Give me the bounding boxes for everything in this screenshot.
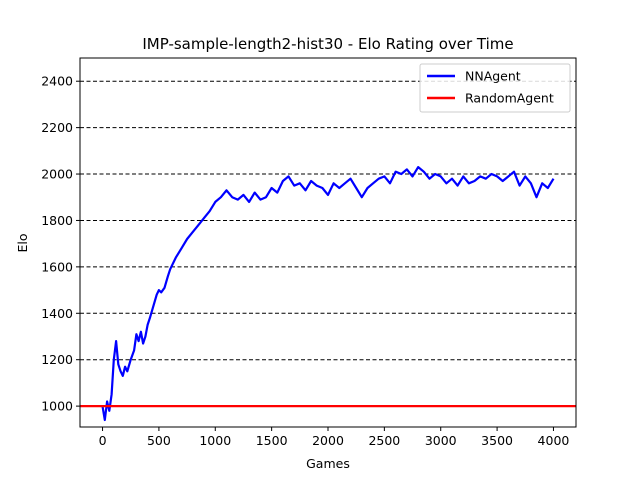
x-axis-label: Games [306, 456, 350, 471]
x-tick-label: 3500 [481, 433, 513, 448]
x-axis: 0 500 1000 1500 2000 2500 3000 3500 4000 [99, 427, 570, 448]
x-tick-label: 0 [99, 433, 107, 448]
x-tick-label: 3000 [425, 433, 457, 448]
legend: NNAgent RandomAgent [419, 63, 571, 113]
y-tick-label: 1400 [41, 306, 73, 321]
x-tick-label: 2000 [312, 433, 344, 448]
y-axis-label: Elo [15, 233, 30, 252]
y-tick-label: 1000 [41, 399, 73, 414]
legend-box [419, 63, 571, 113]
series-group [80, 166, 576, 422]
y-tick-label: 2000 [41, 167, 73, 182]
x-tick-label: 4000 [538, 433, 570, 448]
y-tick-label: 2400 [41, 74, 73, 89]
y-tick-label: 1600 [41, 259, 73, 274]
legend-label-nnagent: NNAgent [465, 69, 521, 84]
chart-title: IMP-sample-length2-hist30 - Elo Rating o… [142, 35, 513, 53]
x-tick-label: 1000 [199, 433, 231, 448]
x-tick-label: 2500 [368, 433, 400, 448]
x-tick-label: 500 [147, 433, 171, 448]
series-line-nnagent [101, 166, 555, 422]
y-tick-label: 2200 [41, 120, 73, 135]
legend-label-randomagent: RandomAgent [465, 91, 554, 106]
y-tick-label: 1800 [41, 213, 73, 228]
y-tick-label: 1200 [41, 352, 73, 367]
x-tick-label: 1500 [256, 433, 288, 448]
y-axis: 1000 1200 1400 1600 1800 2000 2200 2400 [41, 74, 80, 414]
